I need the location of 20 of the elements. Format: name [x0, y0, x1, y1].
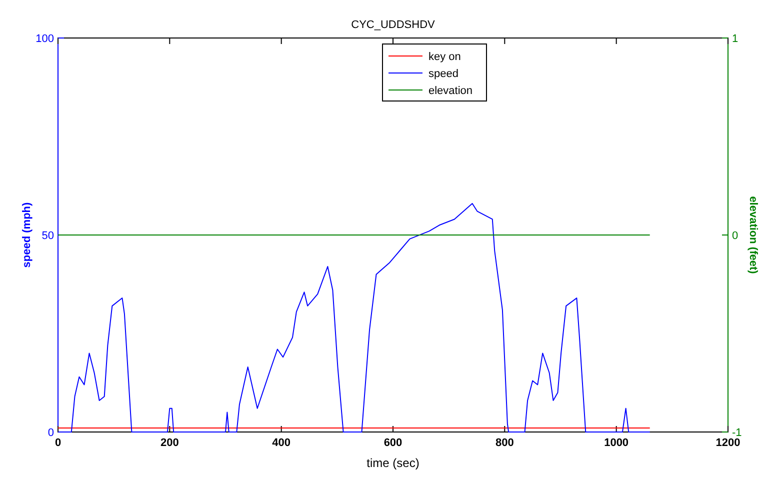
legend-label: key on: [428, 51, 461, 63]
y2-axis-title: elevation (feet): [747, 196, 759, 274]
x-tick-label: 800: [495, 437, 514, 449]
x-tick-label: 600: [384, 437, 402, 449]
y2-tick-label: 1: [732, 33, 738, 45]
x-tick-label: 200: [160, 437, 179, 449]
legend-label: elevation: [428, 85, 473, 97]
chart-title: CYC_UDDSHDV: [351, 19, 436, 31]
y-axis-title: speed (mph): [21, 202, 33, 268]
x-tick-label: 1000: [604, 437, 629, 449]
x-axis-title: time (sec): [366, 456, 420, 470]
y-tick-label: 0: [48, 427, 54, 439]
legend-label: speed: [428, 68, 458, 80]
y2-tick-label: 0: [732, 230, 738, 242]
y-tick-label: 100: [36, 33, 54, 45]
x-tick-label: 400: [272, 437, 291, 449]
y-tick-label: 50: [42, 230, 54, 242]
x-tick-label: 0: [54, 437, 62, 449]
x-tick-label: 1200: [716, 437, 740, 449]
y2-tick-label: -1: [732, 427, 742, 439]
